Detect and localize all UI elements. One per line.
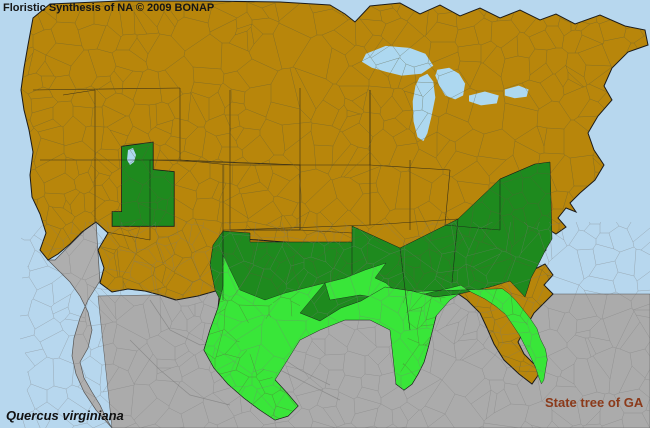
svg-text:Quercus virginiana: Quercus virginiana bbox=[6, 408, 124, 423]
svg-text:Floristic Synthesis of NA © 20: Floristic Synthesis of NA © 2009 BONAP bbox=[3, 2, 214, 14]
svg-text:State tree of GA: State tree of GA bbox=[545, 395, 644, 410]
